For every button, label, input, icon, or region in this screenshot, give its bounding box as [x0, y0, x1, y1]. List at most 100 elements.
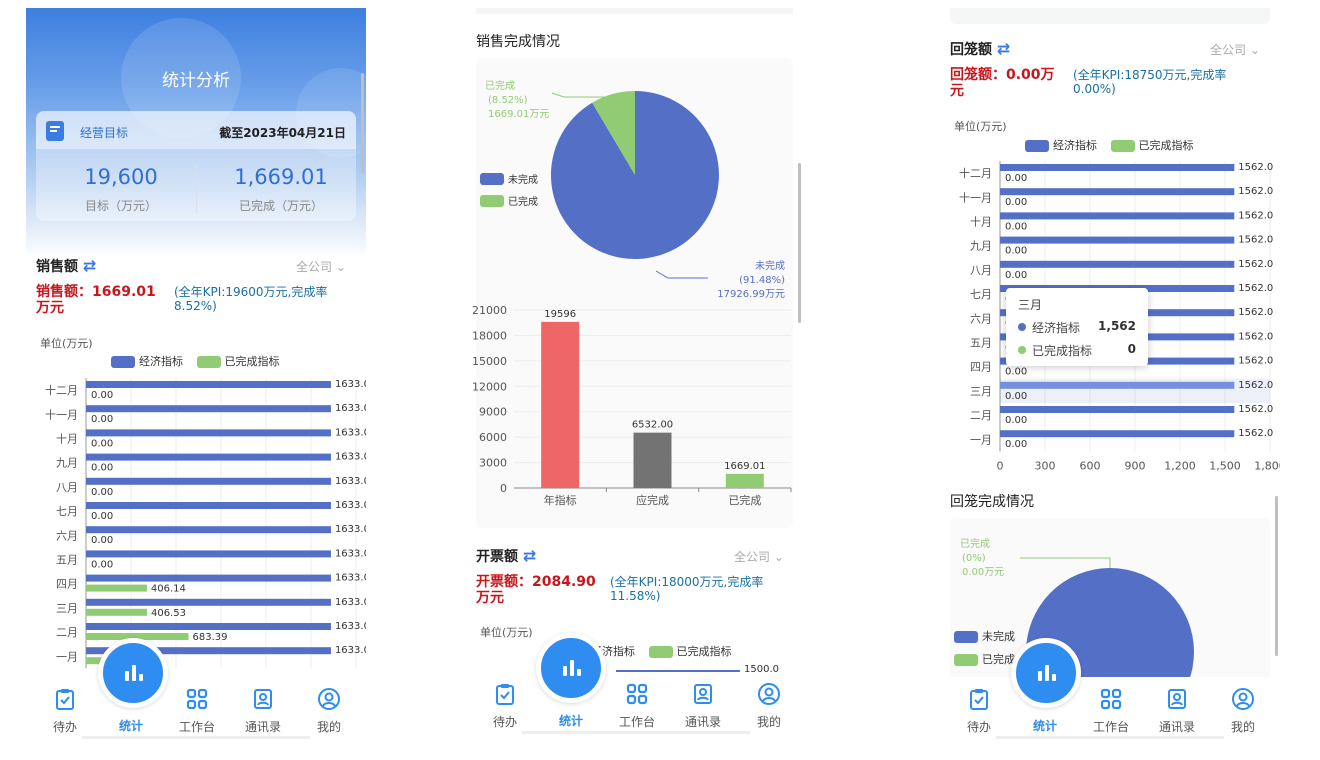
bar-target	[1000, 406, 1235, 413]
tab-grid[interactable]: 工作台	[612, 682, 662, 730]
scrollbar[interactable]	[798, 163, 801, 323]
bar-label-target: 1562.0	[1238, 331, 1273, 342]
unit-label: 单位(万元)	[954, 120, 1007, 133]
tab-clipboard-check[interactable]: 待办	[40, 687, 90, 735]
chart-legend: 经济指标 已完成指标	[591, 643, 732, 659]
bar-label-target: 1562.0	[1238, 259, 1273, 270]
tab-user[interactable]: 我的	[744, 682, 794, 730]
y-tick-label: 十二月	[45, 383, 78, 397]
done-value: 1,669.01	[234, 165, 328, 189]
bar-target	[86, 574, 331, 582]
sales-bar-chart[interactable]: 十二月 1633.0 0.00 十一月 1633.0 0.00 十月 1633.0 0.00 九月…	[26, 378, 366, 678]
tab-contacts[interactable]: 通讯录	[1152, 687, 1202, 735]
bar-label-target: 1633.0	[335, 597, 366, 608]
kpi-text: (全年KPI:18750万元,完成率0.00%)	[1073, 68, 1227, 96]
section-title-text: 回笼额	[950, 42, 992, 58]
y-tick-label: 四月	[970, 361, 992, 374]
y-tick-label: 十二月	[959, 166, 992, 180]
tab-label: 我的	[1230, 720, 1255, 734]
legend-label: 已完成指标	[676, 645, 732, 658]
y-tick-label: 七月	[970, 288, 992, 301]
swap-icon[interactable]: ⇄	[82, 256, 97, 275]
done-label: 已完成（万元）	[238, 199, 323, 213]
tab-label: 统计	[118, 719, 143, 733]
y-tick-label: 15000	[472, 355, 507, 368]
swap-icon[interactable]: ⇄	[996, 39, 1011, 58]
bar	[633, 432, 672, 488]
company-filter[interactable]: 全公司 ⌄	[734, 548, 784, 565]
tab-bar-chart[interactable]: 统计	[1020, 717, 1070, 734]
user-icon	[1218, 687, 1268, 714]
document-line	[50, 130, 57, 132]
y-tick-label: 一月	[56, 650, 78, 663]
tooltip-row-value: 1,562	[1098, 319, 1136, 333]
statistics-fab[interactable]	[1011, 638, 1081, 708]
bar-label-done: 0.00	[1005, 173, 1027, 184]
scrollbar[interactable]	[1275, 496, 1278, 656]
swap-icon[interactable]: ⇄	[522, 546, 537, 565]
y-tick-label: 3000	[479, 457, 507, 470]
clipboard-check-icon	[480, 682, 530, 709]
bar-label-target: 1633.0	[335, 500, 366, 511]
tab-contacts[interactable]: 通讯录	[678, 682, 728, 730]
tab-clipboard-check[interactable]: 待办	[954, 687, 1004, 735]
screen-statistics: 统计分析 经营目标 截至2023年04月21日 19,600 目标（万元） 1,…	[26, 8, 366, 743]
tab-bar: 待办 统计 工作台 通讯录 我的	[466, 672, 806, 734]
target-value: 19,600	[84, 165, 158, 189]
y-tick-label: 十一月	[45, 407, 78, 421]
bar-target	[86, 526, 331, 534]
scrollbar[interactable]	[361, 73, 364, 173]
company-filter[interactable]: 全公司 ⌄	[296, 258, 346, 275]
grid-icon	[612, 682, 662, 709]
bar-label-target: 1633.0	[335, 524, 366, 535]
tab-grid[interactable]: 工作台	[1086, 687, 1136, 735]
tab-clipboard-check[interactable]: 待办	[480, 682, 530, 730]
tab-label: 工作台	[178, 720, 215, 734]
document-line	[50, 126, 60, 128]
tab-bar-chart[interactable]: 统计	[106, 717, 156, 734]
chevron-down-icon: ⌄	[1249, 43, 1260, 57]
bar-label-target: 1562.0	[1238, 380, 1273, 391]
tab-user[interactable]: 我的	[1218, 687, 1268, 735]
tab-bar-chart[interactable]: 统计	[546, 712, 596, 729]
tab-label: 统计	[1032, 719, 1057, 733]
bar-label-done: 0.00	[1005, 270, 1027, 281]
pie-label-pct: (91.48%)	[739, 275, 785, 286]
pie-label-pct: (0%)	[962, 553, 986, 564]
user-icon	[318, 688, 340, 710]
legend-label: 已完成指标	[224, 355, 280, 368]
bar-data-label: 19596	[544, 309, 576, 320]
tab-label: 待办	[492, 715, 517, 729]
x-tick-label: 年指标	[544, 493, 577, 507]
tab-label: 我的	[756, 715, 781, 729]
pie-legend-item[interactable]: 已完成	[954, 648, 1015, 671]
header-banner	[26, 8, 366, 258]
pie-label-pct: (8.52%)	[488, 95, 528, 106]
sales-summary-bar-chart[interactable]: 0 3000 6000 9000 12000 15000 18000 21000 19596 年指…	[466, 300, 803, 522]
pie-label-amount: 1669.01万元	[488, 109, 549, 120]
pie-legend-item[interactable]: 未完成	[954, 625, 1015, 648]
y-tick-label: 一月	[970, 433, 992, 446]
bar-label-target: 1633.0	[335, 476, 366, 487]
tab-user[interactable]: 我的	[304, 687, 354, 735]
section-title: 销售额 ⇄	[36, 256, 96, 276]
tab-grid[interactable]: 工作台	[172, 687, 222, 735]
y-tick-label: 9000	[479, 406, 507, 419]
company-filter[interactable]: 全公司 ⌄	[1210, 41, 1260, 58]
bar-data-label: 1669.01	[724, 461, 765, 472]
tab-contacts[interactable]: 通讯录	[238, 687, 288, 735]
tab-label: 工作台	[618, 715, 655, 729]
grid-icon	[186, 688, 208, 710]
x-tick-label: 应完成	[636, 493, 669, 507]
contacts-icon	[678, 682, 728, 709]
y-tick-label: 七月	[56, 505, 78, 518]
bar-target	[86, 429, 331, 437]
y-tick-label: 十月	[56, 432, 78, 446]
clipboard-check-icon	[954, 687, 1004, 714]
statistics-fab[interactable]	[536, 633, 606, 703]
bar-target	[86, 502, 331, 509]
statistics-fab[interactable]	[98, 638, 168, 708]
legend-label: 已完成	[508, 195, 538, 208]
tab-label: 统计	[558, 714, 583, 728]
